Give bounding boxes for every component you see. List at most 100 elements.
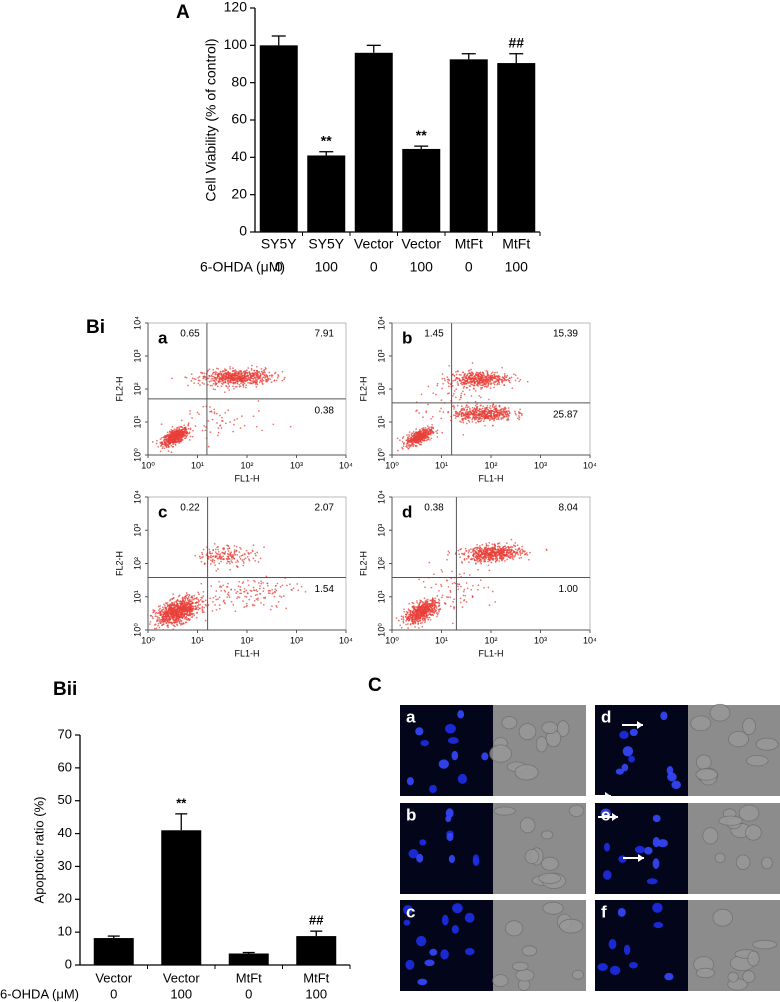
- event-dot: [402, 618, 405, 621]
- event-dot: [254, 383, 257, 386]
- plot-letter: c: [158, 502, 167, 521]
- event-dot: [475, 373, 477, 376]
- event-dot: [479, 404, 482, 407]
- event-dot: [159, 619, 161, 621]
- event-dot: [168, 430, 171, 433]
- event-dot: [247, 584, 250, 587]
- x-tick-label: 10⁰: [385, 460, 399, 470]
- event-dot: [199, 384, 201, 386]
- event-dot: [164, 611, 167, 613]
- event-dot: [176, 610, 178, 613]
- event-dot: [207, 420, 210, 422]
- event-dot: [473, 407, 476, 410]
- event-dot: [465, 413, 467, 416]
- x-tick-label: 10⁰: [141, 635, 155, 645]
- x-tick-label: 10⁰: [141, 460, 155, 470]
- event-dot: [462, 419, 464, 422]
- event-dot: [498, 560, 500, 562]
- x-tick-label: 10⁴: [339, 460, 353, 470]
- event-dot: [257, 561, 260, 563]
- event-dot: [172, 610, 175, 612]
- event-dot: [428, 436, 430, 439]
- event-dot: [222, 547, 225, 549]
- event-dot: [484, 416, 487, 419]
- event-dot: [499, 410, 501, 412]
- event-dot: [407, 608, 410, 610]
- event-dot: [412, 621, 414, 623]
- event-dot: [495, 407, 498, 410]
- event-dot: [179, 431, 181, 434]
- event-dot: [169, 440, 171, 443]
- event-dot: [442, 411, 445, 413]
- event-dot: [425, 610, 428, 613]
- event-dot: [402, 436, 405, 438]
- event-dot: [255, 386, 258, 388]
- event-dot: [421, 427, 423, 430]
- event-dot: [221, 420, 224, 422]
- event-dot: [238, 370, 240, 373]
- event-dot: [508, 379, 511, 382]
- event-dot: [239, 378, 242, 380]
- event-dot: [167, 440, 169, 443]
- event-dot: [151, 441, 154, 443]
- event-dot: [159, 620, 162, 623]
- event-dot: [184, 428, 187, 431]
- event-dot: [222, 376, 225, 379]
- event-dot: [227, 556, 229, 559]
- event-dot: [487, 375, 489, 378]
- event-dot: [268, 592, 271, 595]
- event-dot: [480, 375, 483, 377]
- event-dot: [252, 586, 255, 589]
- event-dot: [189, 608, 192, 610]
- event-dot: [438, 604, 441, 606]
- event-dot: [230, 374, 233, 376]
- event-dot: [475, 415, 478, 417]
- event-dot: [500, 378, 503, 381]
- event-dot: [202, 377, 205, 380]
- event-dot: [159, 622, 162, 624]
- event-dot: [421, 618, 423, 620]
- event-dot: [503, 373, 506, 375]
- event-dot: [424, 427, 427, 429]
- event-dot: [415, 440, 418, 443]
- event-dot: [473, 413, 476, 416]
- event-dot: [191, 609, 193, 612]
- event-dot: [179, 604, 182, 607]
- event-dot: [212, 368, 215, 371]
- event-dot: [245, 602, 248, 605]
- event-dot: [462, 371, 464, 374]
- event-dot: [165, 446, 168, 449]
- event-dot: [436, 595, 439, 597]
- event-dot: [458, 413, 461, 416]
- event-dot: [276, 377, 279, 379]
- event-dot: [242, 384, 245, 387]
- event-dot: [171, 446, 174, 448]
- bar: [354, 52, 393, 232]
- event-dot: [236, 372, 239, 375]
- event-dot: [418, 616, 421, 619]
- event-dot: [181, 601, 183, 604]
- event-dot: [267, 377, 269, 380]
- event-dot: [219, 554, 221, 557]
- event-dot: [262, 590, 265, 592]
- event-dot: [188, 439, 191, 441]
- event-dot: [461, 409, 463, 412]
- event-dot: [251, 375, 254, 378]
- event-dot: [498, 415, 501, 417]
- event-dot: [490, 372, 493, 375]
- event-dot: [244, 553, 246, 556]
- event-dot: [193, 594, 196, 597]
- bar: [307, 155, 346, 232]
- event-dot: [239, 427, 242, 429]
- event-dot: [279, 586, 282, 588]
- event-dot: [442, 382, 444, 385]
- x-tick-label: 10¹: [435, 460, 448, 470]
- event-dot: [266, 582, 269, 585]
- event-dot: [203, 372, 206, 375]
- event-dot: [513, 373, 515, 376]
- event-dot: [181, 434, 184, 437]
- event-dot: [217, 550, 220, 553]
- dose-label: 100: [315, 259, 339, 275]
- event-dot: [408, 435, 411, 438]
- event-dot: [216, 376, 219, 379]
